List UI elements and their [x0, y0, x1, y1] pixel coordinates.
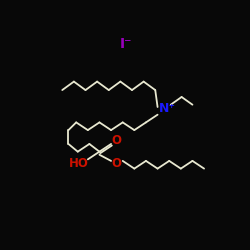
- Text: O: O: [112, 134, 122, 147]
- Text: I⁻: I⁻: [120, 37, 132, 51]
- Text: O: O: [112, 158, 122, 170]
- Text: N⁺: N⁺: [159, 102, 176, 115]
- Text: HO: HO: [69, 158, 89, 170]
